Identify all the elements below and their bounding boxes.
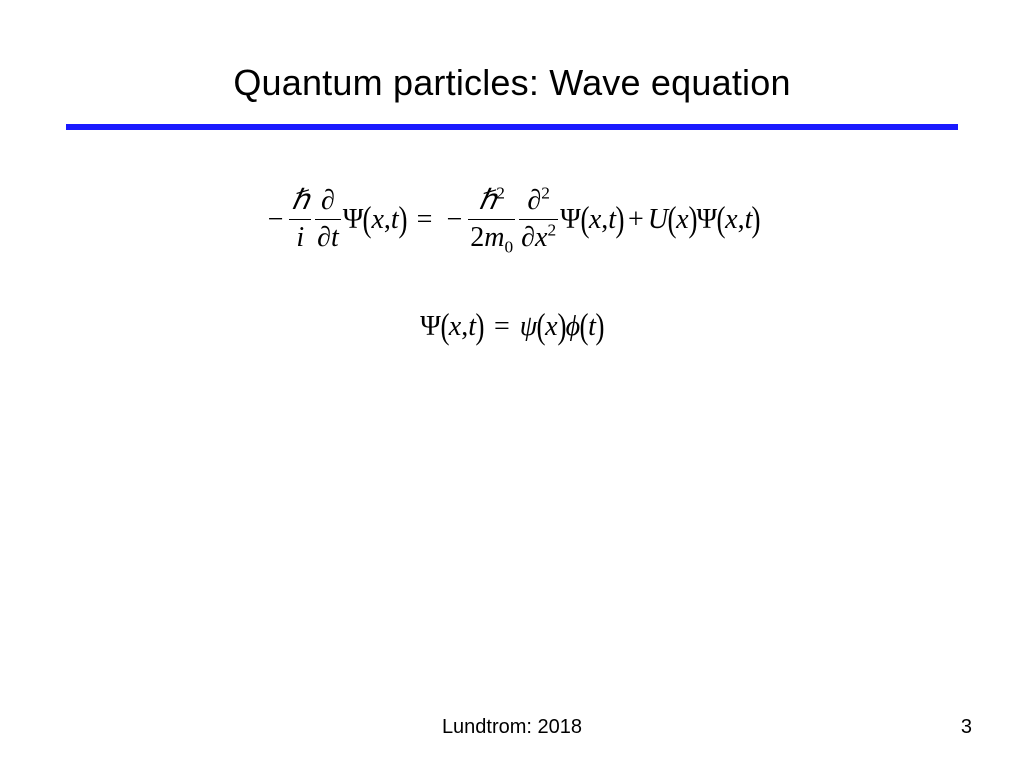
comma: , (601, 206, 608, 234)
eq2-phi: ϕ (566, 313, 581, 341)
partial-symbol: ∂ (527, 185, 541, 216)
eq1-rhs-Psi2-args: ( x,t ) (717, 203, 760, 235)
var-x: x (535, 222, 547, 253)
sub-0: 0 (504, 238, 513, 257)
eq1-rhs-hbar2: ℏ2 (476, 185, 506, 217)
lparen-icon: ( (580, 203, 589, 235)
lparen-icon: ( (440, 310, 449, 342)
eq1-lhs-Psi-args: ( x,t ) (363, 203, 406, 235)
var-x: x (371, 206, 383, 234)
eq1-plus: + (628, 206, 644, 234)
lparen-icon: ( (668, 203, 677, 235)
var-m: m (484, 222, 504, 253)
eq2-lhs-Psi: Ψ (420, 313, 441, 341)
eq1-lhs-minus: − (268, 206, 284, 234)
equation-2: Ψ ( x,t ) = ψ ( x ) ϕ ( t ) (420, 310, 604, 342)
eq1-rhs-minus: − (446, 206, 462, 234)
rparen-icon: ) (616, 203, 625, 235)
lparen-icon: ( (580, 310, 589, 342)
rparen-icon: ) (557, 310, 566, 342)
eq1-lhs-Psi: Ψ (343, 206, 364, 234)
rparen-icon: ) (688, 203, 697, 235)
comma: , (738, 206, 745, 234)
footer: Lundtrom: 2018 3 (0, 716, 1024, 740)
eq1-rhs-d2: ∂2 (525, 185, 552, 217)
num-2: 2 (470, 222, 484, 253)
fraction-bar (315, 219, 341, 220)
eq1-lhs-hbar: ℏ (289, 185, 311, 217)
var-t: t (391, 206, 399, 234)
eq1-rhs-frac-hbar2-over-2m0: ℏ2 2m0 (468, 185, 515, 254)
eq1-U: U (648, 206, 668, 234)
hbar-symbol: ℏ (478, 185, 496, 216)
equation-1: − ℏ i ∂ ∂t Ψ ( x,t ) = − (264, 185, 761, 254)
eq2-equals: = (494, 313, 510, 341)
rparen-icon: ) (398, 203, 407, 235)
var-x: x (676, 206, 688, 234)
fraction-bar (289, 219, 311, 220)
rparen-icon: ) (475, 310, 484, 342)
sup-2: 2 (496, 184, 505, 203)
title-rule (66, 124, 958, 130)
eq1-rhs-Psi2: Ψ (697, 206, 718, 234)
lparen-icon: ( (363, 203, 372, 235)
rparen-icon: ) (752, 203, 761, 235)
var-x: x (449, 313, 461, 341)
eq1-U-args: ( x ) (668, 203, 696, 235)
eq2-phi-args: ( t ) (580, 310, 604, 342)
lparen-icon: ( (717, 203, 726, 235)
eq2-psi-args: ( x ) (537, 310, 565, 342)
comma: , (384, 206, 391, 234)
eq1-rhs-Psi1: Ψ (560, 206, 581, 234)
footer-center-text: Lundtrom: 2018 (0, 716, 1024, 739)
eq1-lhs-i: i (294, 222, 306, 254)
comma: , (461, 313, 468, 341)
var-t: t (331, 222, 339, 253)
eq1-rhs-Psi1-args: ( x,t ) (581, 203, 624, 235)
eq1-rhs-frac-d2dx2: ∂2 ∂x2 (519, 185, 558, 254)
partial-symbol: ∂ (521, 222, 535, 253)
lparen-icon: ( (537, 310, 546, 342)
var-x: x (589, 206, 601, 234)
rparen-icon: ) (595, 310, 604, 342)
footer-page-number: 3 (961, 716, 972, 739)
eq1-lhs-frac-hbar-over-i: ℏ i (289, 185, 311, 254)
eq1-equals: = (417, 206, 433, 234)
fraction-bar (468, 219, 515, 220)
var-x: x (545, 313, 557, 341)
eq2-lhs-Psi-args: ( x,t ) (441, 310, 484, 342)
eq1-lhs-dden: ∂t (315, 222, 341, 254)
eq1-rhs-dx2: ∂x2 (519, 222, 558, 254)
sup-2: 2 (541, 184, 550, 203)
slide-title: Quantum particles: Wave equation (0, 62, 1024, 104)
eq1-lhs-frac-ddt: ∂ ∂t (315, 185, 341, 254)
sup-2: 2 (547, 221, 556, 240)
eq1-lhs-dnum: ∂ (319, 185, 337, 217)
partial-symbol: ∂ (317, 222, 331, 253)
eq1-rhs-2m0: 2m0 (468, 222, 515, 254)
var-x: x (725, 206, 737, 234)
slide: Quantum particles: Wave equation − ℏ i ∂… (0, 0, 1024, 768)
equations-area: − ℏ i ∂ ∂t Ψ ( x,t ) = − (0, 185, 1024, 343)
eq2-psi-small: ψ (520, 313, 537, 341)
